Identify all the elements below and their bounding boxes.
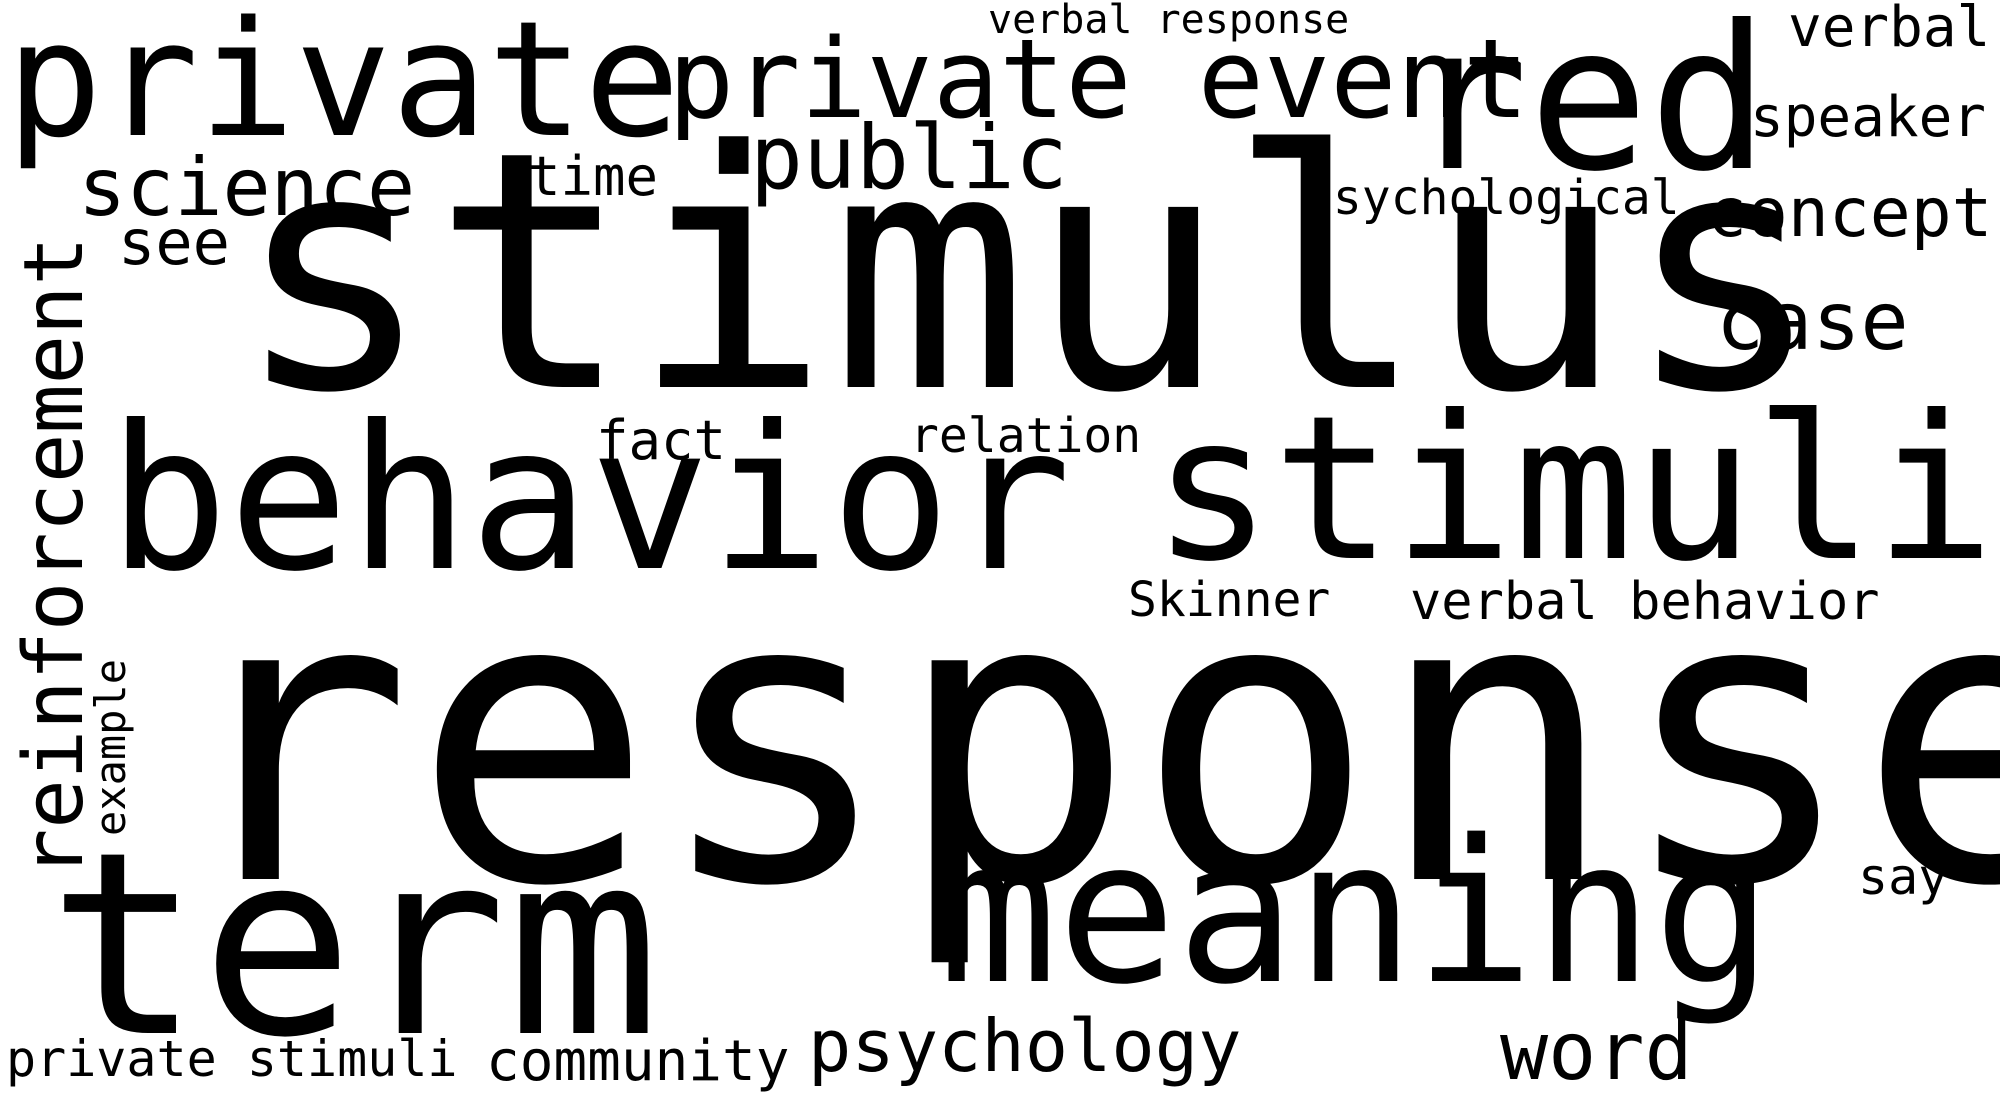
word-term: term: [48, 797, 660, 1093]
word-meaning: meaning: [938, 797, 1773, 1028]
word-say: say: [1858, 848, 1949, 906]
word-private-stimuli: private stimuli: [6, 1030, 458, 1088]
word-time: time: [528, 145, 659, 208]
word-verbal: verbal: [1788, 0, 1991, 60]
word-example: example: [86, 658, 135, 836]
word-see: see: [118, 206, 230, 279]
word-skinner: Skinner: [1128, 572, 1331, 628]
word-public: public: [750, 106, 1068, 209]
word-word: word: [1500, 1005, 1693, 1098]
word-speaker: speaker: [1750, 85, 1987, 150]
word-private: private: [6, 0, 681, 173]
word-psychological: psychological: [1304, 170, 1680, 226]
word-science: science: [78, 141, 416, 234]
word-stimuli: stimuli: [1152, 373, 1995, 606]
word-stimulus: stimulus: [234, 81, 1824, 465]
word-concept: concept: [1706, 174, 1993, 253]
word-red: red: [1408, 0, 1770, 216]
word-verbal-behavior: verbal behavior: [1410, 572, 1880, 632]
word-behavior: behavior: [108, 383, 1072, 616]
word-relation: relation: [910, 408, 1142, 464]
word-private-event: private event: [668, 15, 1529, 143]
word-verbal-response: verbal response: [988, 0, 1350, 43]
word-response: response: [172, 509, 2000, 974]
word-reinforcement: reinforcement: [7, 236, 102, 878]
word-case: case: [1716, 275, 1909, 368]
word-psychology: psychology: [808, 1004, 1242, 1088]
word-fact: fact: [596, 409, 727, 472]
word-community: community: [486, 1029, 790, 1094]
